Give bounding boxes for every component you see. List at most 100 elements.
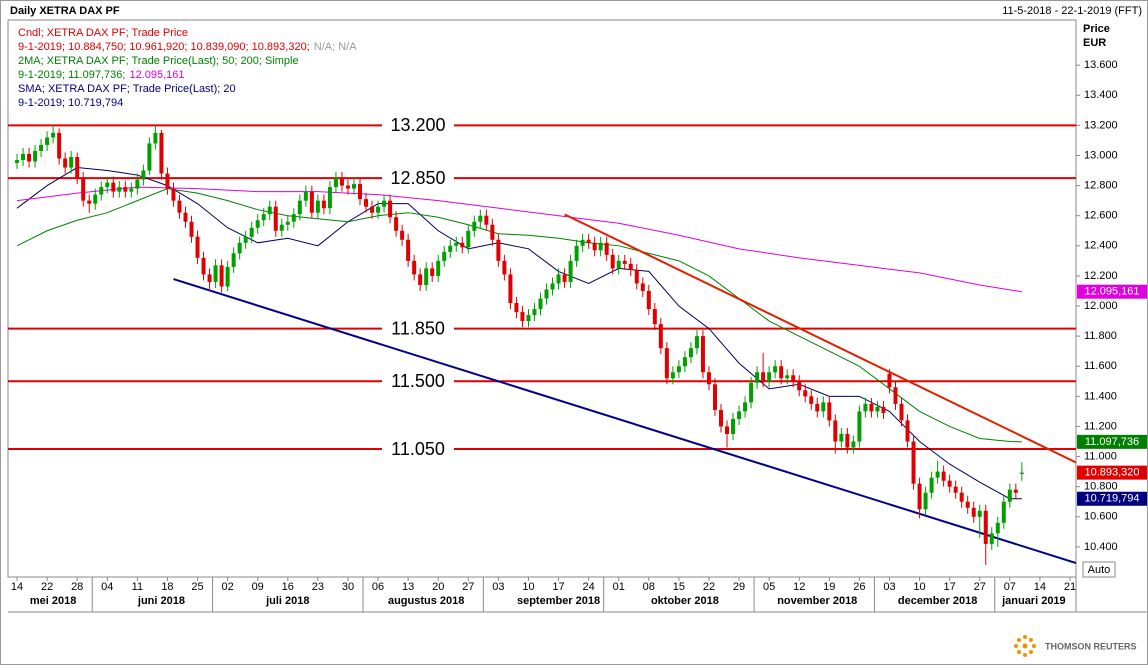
chart-title: Daily XETRA DAX PF [10, 5, 120, 17]
x-tick-label: 29 [733, 581, 745, 593]
candle-body [207, 274, 212, 282]
candle-body [418, 274, 423, 285]
candle-body [634, 269, 639, 284]
candle-body [339, 178, 344, 186]
candle-body [965, 501, 970, 508]
month-label: mei 2018 [30, 595, 76, 607]
y-tick-label: 12.400 [1084, 240, 1118, 252]
candle-body [261, 214, 266, 221]
candle-body [538, 298, 543, 310]
candle-body [430, 268, 435, 276]
candle-body [490, 224, 495, 240]
candle-body [321, 200, 326, 209]
candle-body [791, 375, 796, 382]
candle-body [357, 184, 362, 200]
x-tick-label: 07 [1004, 581, 1016, 593]
candle-body [111, 182, 116, 192]
auto-label[interactable]: Auto [1088, 564, 1111, 576]
candle-body [893, 387, 898, 404]
candle-body [815, 403, 820, 412]
candle-body [755, 372, 760, 383]
y-tick-label: 11.200 [1084, 420, 1117, 432]
x-tick-label: 17 [944, 581, 956, 593]
candle-body [682, 357, 687, 367]
last-value-box [1077, 491, 1147, 506]
x-tick-label: 22 [703, 581, 715, 593]
candle-body [117, 187, 122, 192]
candle-body [15, 160, 20, 164]
level-label: 11.850 [391, 318, 445, 338]
candle-body [406, 239, 411, 261]
candle-body [520, 312, 525, 322]
month-label: december 2018 [898, 595, 978, 607]
candle-body [785, 375, 790, 379]
month-label: oktober 2018 [651, 595, 719, 607]
candle-body [123, 187, 128, 192]
candle-body [496, 239, 501, 261]
candle-body [309, 191, 314, 213]
moving-average [16, 186, 1022, 293]
candle-body [237, 242, 242, 254]
last-value-label: 10.719,794 [1084, 493, 1139, 505]
candle-body [424, 268, 429, 285]
candle-body [604, 242, 609, 255]
x-tick-label: 17 [552, 581, 564, 593]
candle-body [881, 406, 886, 413]
legend-text: 9-1-2019; 11.097,736; [18, 69, 125, 81]
month-label: augustus 2018 [388, 595, 464, 607]
x-tick-label: 04 [101, 581, 113, 593]
candle-body [857, 411, 862, 442]
candle-body [664, 348, 669, 379]
month-label: september 2018 [517, 595, 600, 607]
x-tick-label: 28 [71, 581, 83, 593]
candle-body [394, 217, 399, 231]
y-tick-label: 13.400 [1084, 89, 1118, 101]
candle-body [51, 132, 56, 138]
candle-body [592, 242, 597, 251]
candle-body [514, 303, 519, 313]
level-label: 12.850 [390, 168, 445, 188]
candle-body [105, 182, 110, 188]
candle-body [376, 206, 381, 213]
legend-text: Cndl; XETRA DAX PF; Trade Price [18, 27, 188, 39]
candle-body [279, 224, 284, 231]
legend-line: 2MA; XETRA DAX PF; Trade Price(Last); 50… [18, 55, 299, 67]
moving-average [16, 188, 1022, 443]
candle-body [887, 373, 892, 388]
candle-body [544, 289, 549, 299]
candle-body [959, 492, 964, 502]
candle-body [388, 200, 393, 218]
x-tick-label: 08 [643, 581, 655, 593]
candle-body [869, 403, 874, 412]
auto-button[interactable] [1082, 561, 1116, 578]
y-tick-label: 11.800 [1084, 330, 1117, 342]
level-label: 11.050 [391, 439, 445, 459]
last-value-box [1077, 284, 1147, 299]
y-tick-label: 10.800 [1084, 481, 1118, 493]
candle-body [688, 348, 693, 358]
y-axis-label: EUR [1083, 37, 1106, 49]
candle-body [135, 179, 140, 189]
candle-body [809, 396, 814, 404]
candle-body [923, 492, 928, 510]
level-label-bg [382, 114, 454, 137]
candle-body [273, 206, 278, 231]
x-tick-label: 10 [913, 581, 925, 593]
candle-body [929, 477, 934, 493]
trend-line [173, 278, 1076, 564]
x-tick-label: 14 [11, 581, 23, 593]
legend-text: 2MA; XETRA DAX PF; Trade Price(Last); 50… [18, 55, 299, 67]
candle-body [568, 260, 573, 282]
candle-body [580, 239, 585, 246]
candle-body [27, 153, 32, 162]
x-tick-label: 22 [41, 581, 53, 593]
y-tick-label: 11.400 [1084, 390, 1117, 402]
level-label: 13.200 [390, 115, 445, 135]
legend-text: 12.095,161 [129, 69, 184, 81]
candle-body [472, 221, 477, 231]
candle-body [851, 441, 856, 448]
candle-body [171, 188, 176, 201]
candle-body [749, 382, 754, 403]
y-tick-label: 11.000 [1084, 450, 1117, 462]
x-tick-label: 26 [853, 581, 865, 593]
